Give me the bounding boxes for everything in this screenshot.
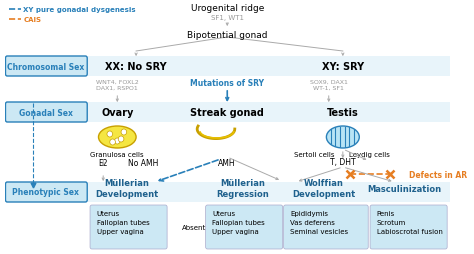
FancyBboxPatch shape bbox=[6, 182, 87, 202]
Text: Absent: Absent bbox=[182, 224, 207, 230]
Text: SF1, WT1: SF1, WT1 bbox=[211, 15, 244, 21]
Circle shape bbox=[107, 132, 113, 137]
Text: Gonadal Sex: Gonadal Sex bbox=[19, 108, 73, 117]
FancyBboxPatch shape bbox=[90, 205, 167, 249]
Text: AMH: AMH bbox=[219, 158, 236, 167]
Circle shape bbox=[118, 136, 124, 142]
Text: E2: E2 bbox=[99, 158, 108, 167]
FancyBboxPatch shape bbox=[370, 205, 447, 249]
Text: Ovary: Ovary bbox=[101, 108, 134, 118]
Text: Epididymis
Vas deferens
Seminal vesicles: Epididymis Vas deferens Seminal vesicles bbox=[290, 210, 348, 234]
Text: Granulosa cells: Granulosa cells bbox=[91, 151, 144, 157]
FancyBboxPatch shape bbox=[6, 57, 87, 77]
Bar bbox=[5, 182, 450, 202]
Text: Defects in AR: Defects in AR bbox=[409, 170, 467, 179]
Text: Phenotypic Sex: Phenotypic Sex bbox=[12, 188, 79, 197]
FancyBboxPatch shape bbox=[6, 103, 87, 122]
Ellipse shape bbox=[327, 126, 359, 148]
Text: Masculinization: Masculinization bbox=[367, 185, 441, 194]
Text: Chromosomal Sex: Chromosomal Sex bbox=[7, 62, 84, 71]
Circle shape bbox=[110, 139, 115, 146]
Text: WNT4, FOXL2
DAX1, RSPO1: WNT4, FOXL2 DAX1, RSPO1 bbox=[96, 79, 139, 90]
Text: Wolffian
Development: Wolffian Development bbox=[292, 178, 356, 198]
Text: XX: No SRY: XX: No SRY bbox=[105, 62, 167, 72]
FancyBboxPatch shape bbox=[283, 205, 368, 249]
Text: No AMH: No AMH bbox=[128, 158, 159, 167]
Ellipse shape bbox=[99, 126, 136, 148]
Text: Bipotential gonad: Bipotential gonad bbox=[187, 30, 267, 39]
Bar bbox=[5, 103, 450, 122]
Text: XY: SRY: XY: SRY bbox=[322, 62, 364, 72]
Text: Uterus
Fallopian tubes
Upper vagina: Uterus Fallopian tubes Upper vagina bbox=[212, 210, 265, 234]
Bar bbox=[5, 57, 450, 77]
Text: Streak gonad: Streak gonad bbox=[191, 108, 264, 118]
Text: XY pure gonadal dysgenesis: XY pure gonadal dysgenesis bbox=[23, 7, 136, 13]
Text: Leydig cells: Leydig cells bbox=[349, 151, 390, 157]
Circle shape bbox=[121, 130, 127, 135]
Text: Testis: Testis bbox=[327, 108, 359, 118]
Text: Penis
Scrotum
Labioscrotal fusion: Penis Scrotum Labioscrotal fusion bbox=[377, 210, 443, 234]
Text: T, DHT: T, DHT bbox=[330, 158, 356, 167]
Text: SOX9, DAX1
WT-1, SF1: SOX9, DAX1 WT-1, SF1 bbox=[310, 79, 348, 90]
Text: Uterus
Fallopian tubes
Upper vagina: Uterus Fallopian tubes Upper vagina bbox=[97, 210, 149, 234]
FancyBboxPatch shape bbox=[206, 205, 283, 249]
Text: Müllerian
Development: Müllerian Development bbox=[95, 178, 158, 198]
Text: Mutations of SRY: Mutations of SRY bbox=[190, 78, 264, 87]
Text: CAIS: CAIS bbox=[23, 17, 41, 23]
Circle shape bbox=[115, 138, 120, 145]
Text: Müllerian
Regression: Müllerian Regression bbox=[216, 178, 269, 198]
Text: Urogenital ridge: Urogenital ridge bbox=[191, 4, 264, 12]
Text: Sertoli cells: Sertoli cells bbox=[294, 151, 335, 157]
